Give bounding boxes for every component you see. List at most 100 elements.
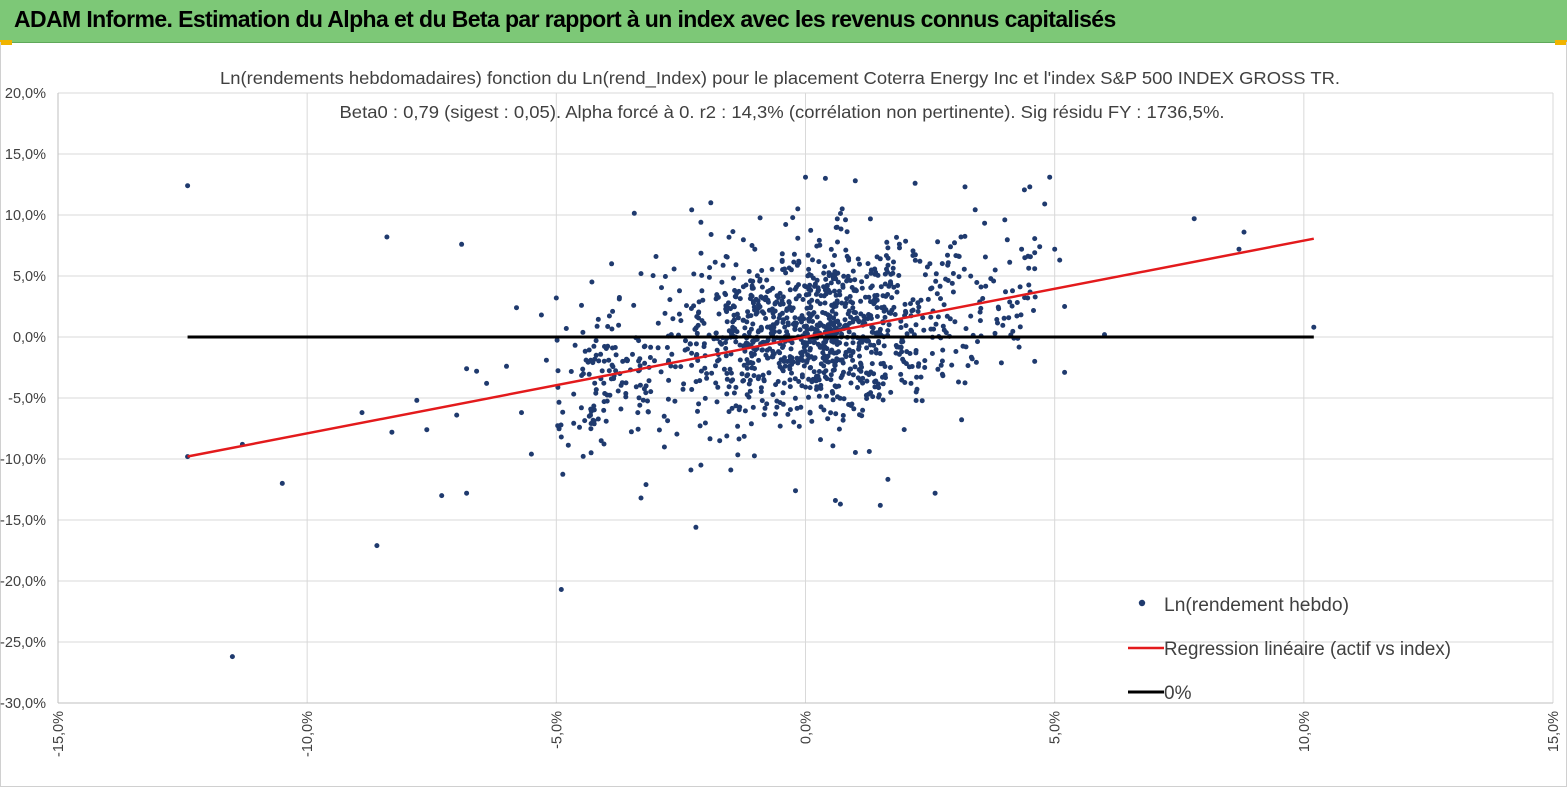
data-point bbox=[772, 308, 778, 314]
data-point bbox=[866, 312, 872, 317]
data-point bbox=[848, 403, 854, 408]
data-point bbox=[484, 380, 490, 386]
data-point bbox=[838, 226, 844, 232]
data-point bbox=[528, 451, 534, 457]
data-point bbox=[877, 326, 883, 332]
data-point bbox=[733, 339, 739, 345]
data-point bbox=[910, 297, 916, 303]
data-point bbox=[937, 283, 943, 289]
data-point bbox=[747, 388, 753, 394]
data-point bbox=[616, 295, 622, 300]
data-point bbox=[1002, 217, 1008, 223]
data-point bbox=[821, 293, 827, 299]
data-point bbox=[825, 416, 831, 422]
data-point bbox=[842, 304, 848, 309]
data-point bbox=[949, 280, 955, 286]
data-point bbox=[832, 269, 838, 275]
data-point bbox=[933, 271, 939, 277]
data-point bbox=[702, 395, 708, 401]
data-point bbox=[828, 280, 834, 286]
data-point bbox=[835, 279, 841, 285]
data-point bbox=[776, 315, 782, 321]
data-point bbox=[776, 360, 782, 366]
data-point bbox=[860, 380, 866, 386]
data-point bbox=[643, 390, 649, 396]
data-point bbox=[841, 396, 847, 402]
data-point bbox=[1062, 304, 1068, 309]
data-point bbox=[843, 247, 849, 253]
data-point bbox=[812, 283, 817, 289]
data-point bbox=[843, 341, 849, 347]
data-point bbox=[859, 279, 865, 285]
data-point bbox=[884, 266, 889, 272]
data-point bbox=[953, 349, 959, 354]
data-point bbox=[588, 412, 593, 418]
data-point bbox=[618, 382, 624, 388]
data-point bbox=[803, 174, 808, 180]
data-point bbox=[771, 351, 777, 357]
data-point bbox=[723, 346, 729, 351]
data-point bbox=[978, 305, 984, 311]
data-point bbox=[761, 339, 766, 345]
data-point bbox=[968, 313, 974, 319]
data-point bbox=[823, 276, 829, 282]
data-point bbox=[586, 347, 592, 353]
data-point bbox=[830, 339, 836, 345]
data-point bbox=[901, 427, 907, 433]
data-point bbox=[818, 386, 824, 391]
data-point bbox=[917, 258, 923, 264]
data-point bbox=[821, 363, 827, 369]
data-point bbox=[695, 408, 700, 414]
data-point bbox=[798, 404, 804, 410]
data-point bbox=[945, 260, 951, 266]
data-point bbox=[746, 329, 752, 335]
data-point bbox=[853, 316, 859, 322]
data-point bbox=[560, 471, 566, 477]
data-point bbox=[598, 351, 604, 357]
data-point bbox=[1037, 244, 1043, 250]
data-point bbox=[876, 394, 882, 400]
data-point bbox=[783, 222, 789, 227]
report-banner: ADAM Informe. Estimation du Alpha et du … bbox=[0, 0, 1567, 43]
data-point bbox=[864, 337, 870, 343]
data-point bbox=[568, 369, 574, 374]
data-point bbox=[816, 369, 822, 374]
data-point bbox=[615, 388, 621, 394]
data-point bbox=[789, 340, 795, 346]
data-point bbox=[588, 406, 594, 412]
data-point bbox=[637, 382, 643, 388]
data-point bbox=[852, 178, 858, 184]
data-point bbox=[665, 396, 671, 402]
data-point bbox=[928, 286, 934, 292]
data-point bbox=[842, 317, 848, 323]
data-point bbox=[1032, 294, 1038, 300]
data-point bbox=[678, 318, 684, 324]
data-point bbox=[741, 343, 747, 349]
data-point bbox=[796, 258, 802, 264]
data-point bbox=[735, 452, 741, 458]
data-point bbox=[780, 345, 785, 350]
data-point bbox=[1026, 282, 1032, 288]
data-point bbox=[865, 261, 871, 267]
data-point bbox=[1311, 324, 1317, 330]
data-point bbox=[792, 315, 798, 321]
data-point bbox=[839, 300, 845, 306]
data-point bbox=[662, 274, 668, 279]
data-point bbox=[838, 375, 844, 381]
data-point bbox=[1022, 295, 1028, 301]
data-point bbox=[723, 340, 728, 345]
y-tick-label: -20,0% bbox=[0, 574, 46, 590]
data-point bbox=[591, 343, 597, 349]
data-point bbox=[571, 391, 577, 397]
data-point bbox=[816, 259, 822, 265]
data-point bbox=[833, 411, 839, 417]
data-point bbox=[813, 291, 819, 297]
data-point bbox=[1032, 266, 1038, 272]
data-point bbox=[781, 359, 787, 364]
data-point bbox=[599, 368, 605, 374]
data-point bbox=[794, 262, 800, 268]
data-point bbox=[889, 295, 895, 301]
data-point bbox=[791, 259, 797, 265]
data-point bbox=[555, 368, 561, 374]
data-point bbox=[747, 377, 753, 383]
